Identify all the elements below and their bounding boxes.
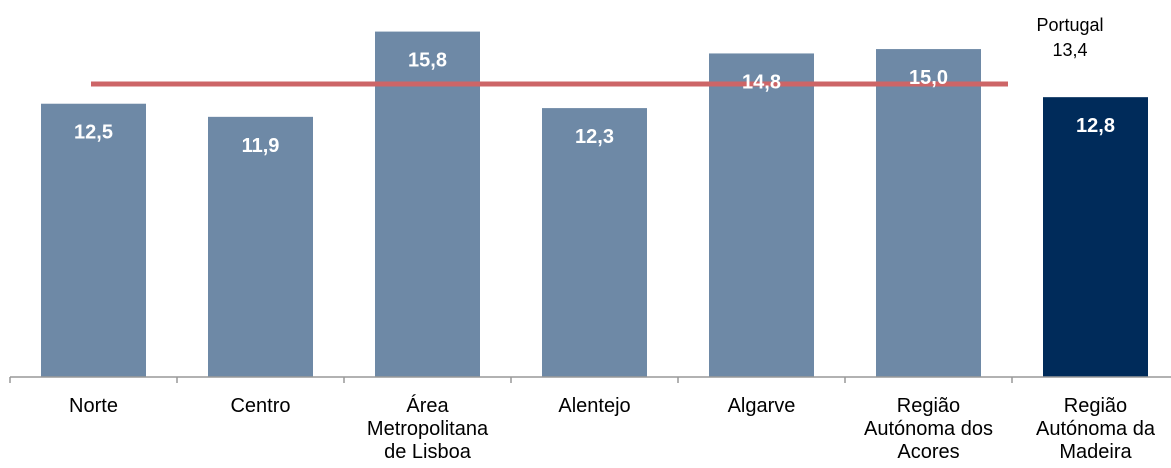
labels-layer: Portugal 13,4 12,5 11,9 15,8 12,3 14,8 15,0 12,8… [69,15,1156,463]
x-tick-label-line: de Lisboa [384,441,472,463]
bar-value-label: 11,9 [242,135,280,157]
bar-value-label: 12,8 [1076,115,1115,137]
x-tick-label-line: Acores [897,441,959,463]
x-tick-label-line: Autónoma dos [864,418,993,440]
x-tick-label-line: Região [1064,395,1127,417]
bar-value-label: 15,0 [909,67,948,89]
bar-value-label: 14,8 [742,71,781,93]
x-tick-label: Região Autónoma da Madeira [1036,395,1156,463]
bars-layer [41,31,1148,378]
reference-line-value: 13,4 [1052,40,1087,60]
x-tick-label: Alentejo [558,395,630,417]
x-tick-label-line: Madeira [1059,441,1132,463]
x-tick-label-line: Metropolitana [367,418,489,440]
x-axis [9,376,1171,383]
bar [542,108,647,378]
bar-value-label: 12,5 [74,122,113,144]
x-tick-label-line: Algarve [728,395,796,417]
x-tick-label: Área Metropolitana de Lisboa [367,394,489,463]
x-tick-label: Centro [230,395,290,417]
bar-value-label: 12,3 [575,126,614,148]
bar [41,103,146,377]
x-tick-label: Região Autónoma dos Acores [864,395,993,463]
x-tick-label-line: Alentejo [558,395,630,417]
reference-line-name: Portugal [1036,15,1103,35]
x-tick-label-line: Autónoma da [1036,418,1156,440]
x-tick-label-line: Norte [69,395,118,417]
x-tick-label-line: Região [897,395,960,417]
bar [375,31,480,378]
x-tick-label: Algarve [728,395,796,417]
x-tick-label: Norte [69,395,118,417]
bar [709,53,814,377]
bar [876,49,981,377]
bar-value-label: 15,8 [408,50,447,72]
x-tick-label-line: Área [406,394,449,417]
bar [1043,97,1148,378]
bar [208,116,313,377]
x-tick-label-line: Centro [230,395,290,417]
